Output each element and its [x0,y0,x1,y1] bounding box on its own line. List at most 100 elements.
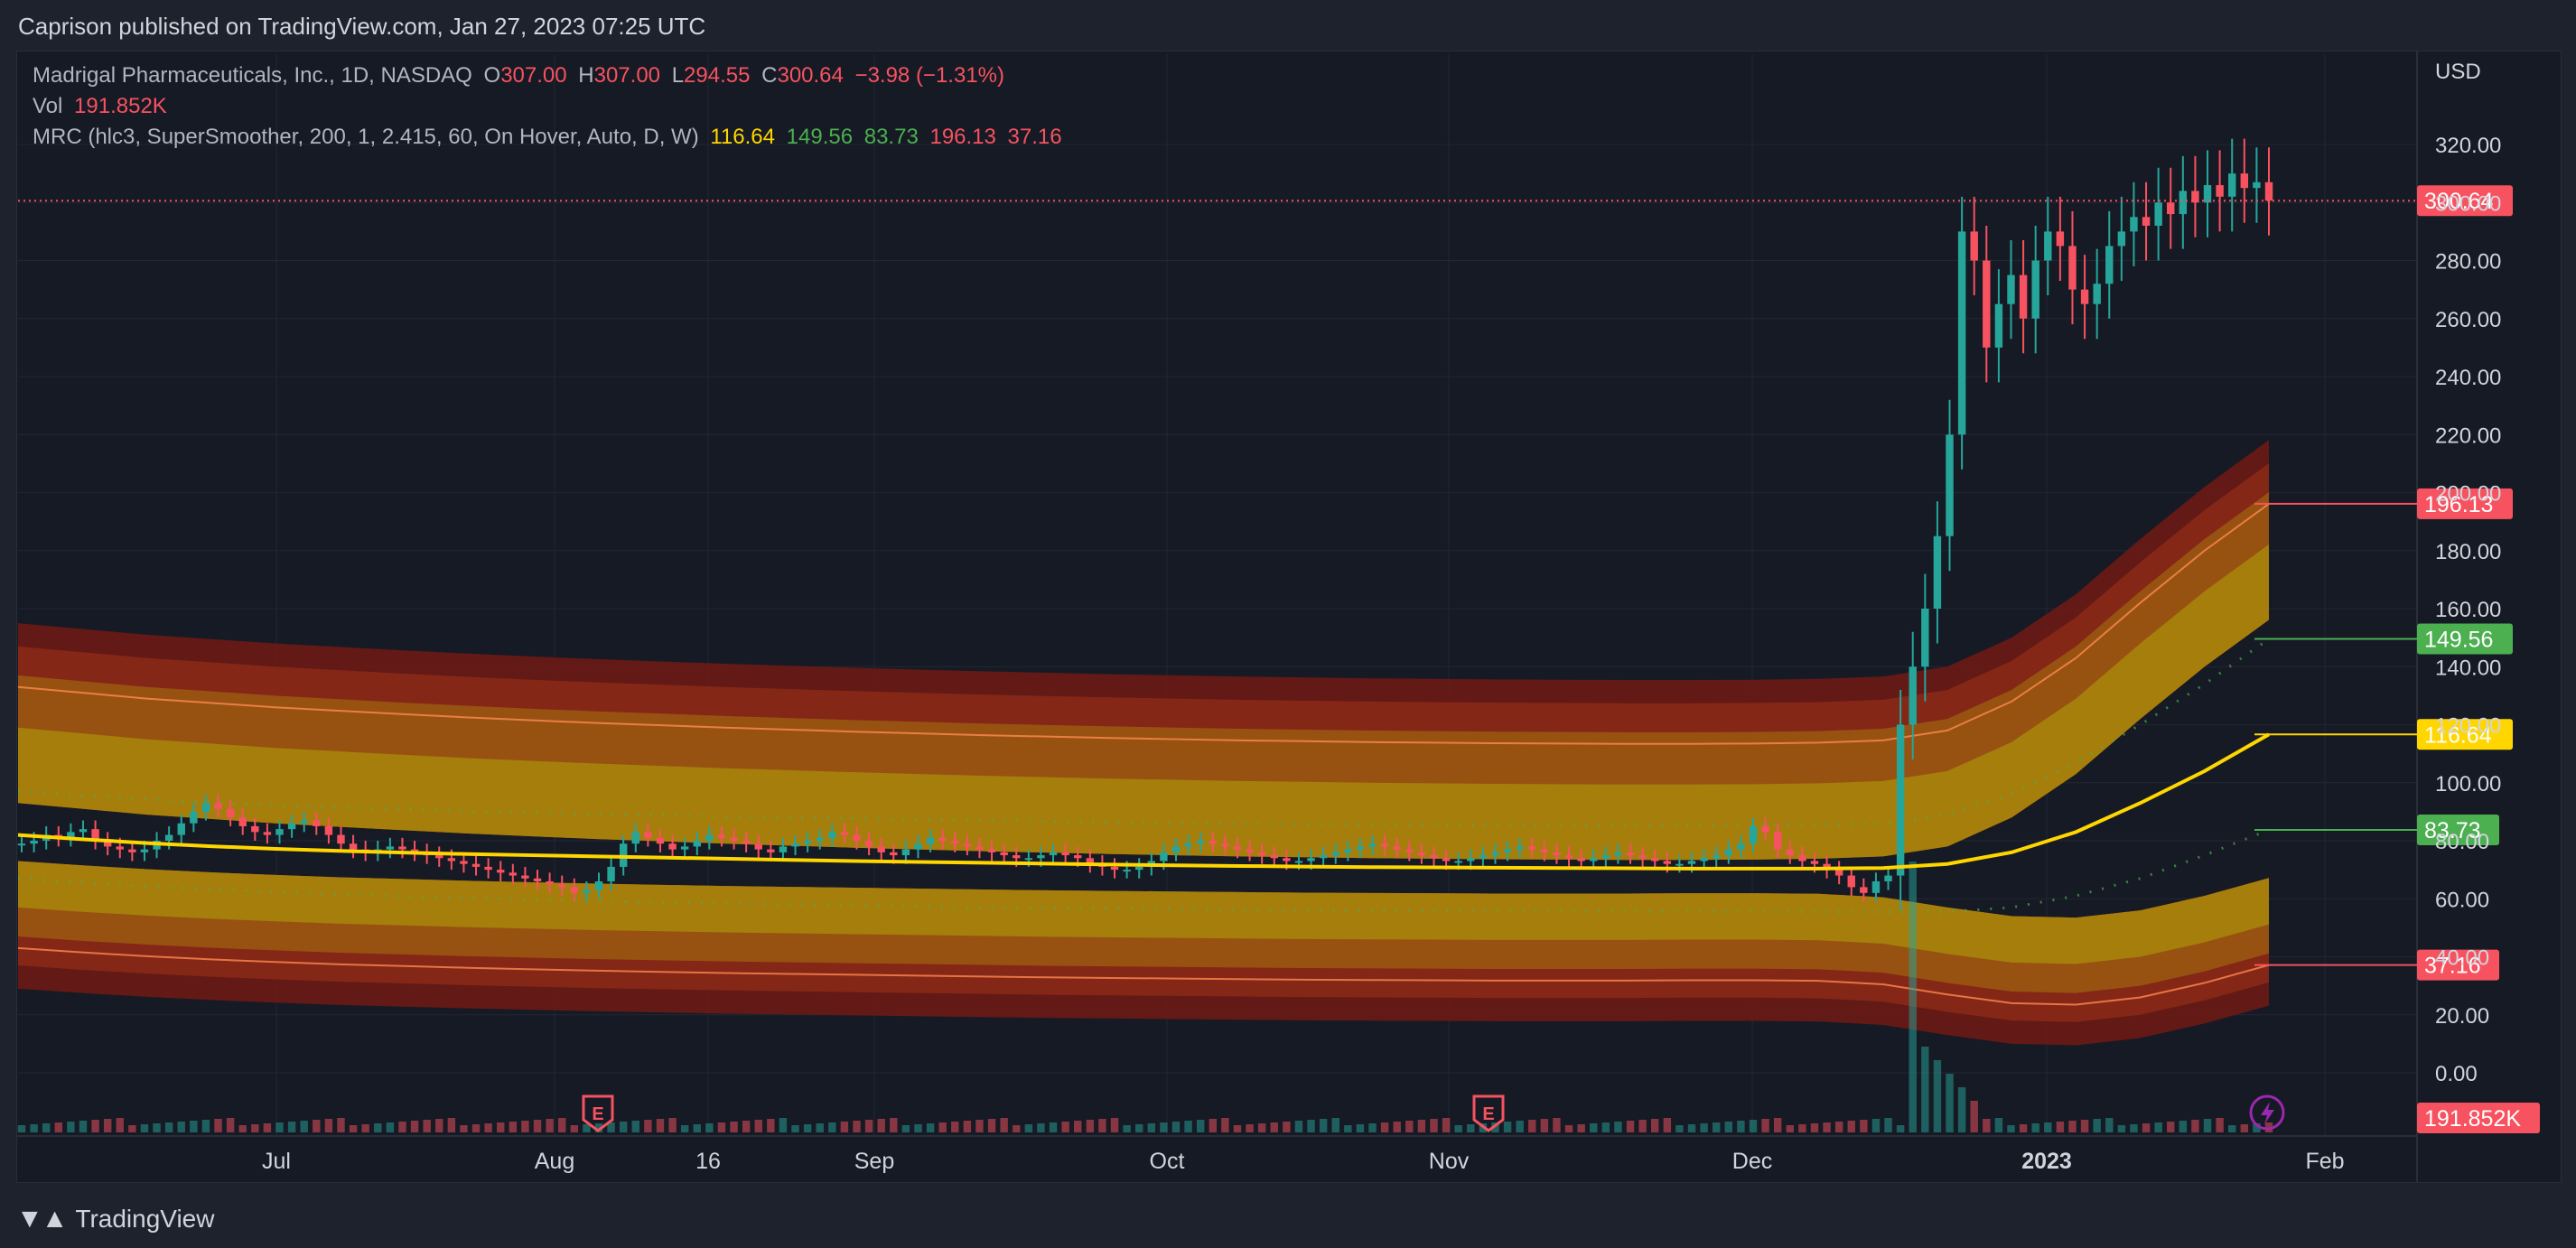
candle-body [177,823,185,835]
y-tick-label: 140.00 [2435,656,2501,680]
candle-body [2130,217,2138,232]
volume-bar [1590,1123,1598,1132]
candle-body [2240,173,2249,189]
volume-bar [91,1120,99,1132]
candle-body [1319,855,1328,859]
candle-body [656,837,665,844]
upper-inner-band-line [17,638,2270,827]
volume-bar [1921,1047,1929,1132]
price-label-badge [2417,623,2513,655]
candle-body [2007,275,2015,304]
candle-body [2227,173,2236,197]
volume-bar [607,1122,615,1132]
candle-body [1037,855,1045,859]
candle-body [680,846,689,850]
y-tick-label: 300.00 [2435,191,2501,216]
x-tick-label: Sep [854,1149,894,1174]
price-label-badge [2417,949,2499,981]
x-tick-label: Feb [2305,1149,2344,1174]
candle-body [607,866,615,881]
volume-bar [890,1118,898,1132]
candle-body [1614,852,1622,856]
candle-body [190,811,198,824]
volume-bar [975,1120,984,1132]
candle-body [1601,855,1610,859]
candle-body [103,841,112,847]
candle-body [840,832,849,835]
candle-body [2019,275,2028,319]
candle-body [1700,858,1708,861]
candle-body [1810,861,1819,864]
volume-bar [2080,1120,2089,1132]
volume-bar [1246,1124,1254,1132]
volume-bar [951,1122,959,1132]
candle-body [1553,852,1561,856]
candle-body [1773,832,1782,850]
volume-bar [828,1122,836,1132]
volume-bar [1147,1123,1156,1132]
volume-bar [1724,1122,1733,1132]
x-tick-label: Aug [535,1149,574,1174]
volume-bar [644,1120,652,1132]
volume-bar [987,1119,996,1132]
legend-mrc-r2: 196.13 [929,125,996,149]
y-tick-label: 80.00 [2435,830,2489,854]
volume-bar [1614,1122,1622,1132]
candle-body [1160,852,1168,861]
candle-body [410,849,419,852]
candle-body [1896,724,1905,876]
volume-bar [447,1118,456,1132]
volume-bar [938,1122,947,1132]
volume-bar [2093,1119,2101,1132]
x-tick-label: Oct [1150,1149,1185,1174]
candle-body [2068,246,2077,290]
candle-body [631,832,639,844]
candle-body [1209,841,1217,844]
legend-close-label: C [761,63,778,88]
volume-bar [2068,1121,2077,1132]
x-tick-label: Jul [262,1149,291,1174]
volume-bar [779,1118,788,1132]
legend-high: 307.00 [593,63,661,88]
volume-bar [1024,1124,1033,1132]
volume-bar [140,1124,149,1132]
volume-bar [1086,1120,1095,1132]
candle-body [1957,231,1966,435]
volume-bar [2105,1118,2114,1132]
candle-body [1663,861,1672,864]
volume-bar [1798,1124,1806,1132]
footer: ▼▲ TradingView [16,1201,214,1237]
volume-bar [1737,1121,1745,1132]
earnings-marker-icon [582,1094,614,1132]
volume-bar [251,1124,259,1132]
candle-body [1626,852,1635,856]
volume-bar [1074,1121,1082,1132]
candle-body [1834,870,1843,876]
volume-bar [471,1124,481,1132]
volume-bar [1098,1119,1106,1132]
volume-bar [963,1121,972,1132]
volume-bar [1638,1120,1647,1132]
y-tick-label: 60.00 [2435,888,2489,912]
candle-body [1749,825,1758,844]
volume-bar [164,1122,173,1132]
volume-bar [2031,1123,2039,1132]
price-label: 149.56 [2424,628,2493,653]
volume-bar [275,1122,284,1132]
candle-body [1368,843,1377,847]
candle-body [1687,861,1696,864]
volume-bar [1184,1121,1192,1132]
candle-body [1528,846,1536,850]
candle-body [1233,846,1242,850]
price-label-badge [2417,815,2499,846]
legend-mrc-mean: 116.64 [710,125,775,149]
candle-body [816,837,824,841]
volume-bar [1834,1122,1843,1132]
candle-body [1344,849,1352,852]
volume-bar [423,1120,431,1132]
candle-body [864,841,873,847]
candle-body [1307,858,1315,861]
volume-bar [668,1118,677,1132]
candle-body [533,878,542,881]
